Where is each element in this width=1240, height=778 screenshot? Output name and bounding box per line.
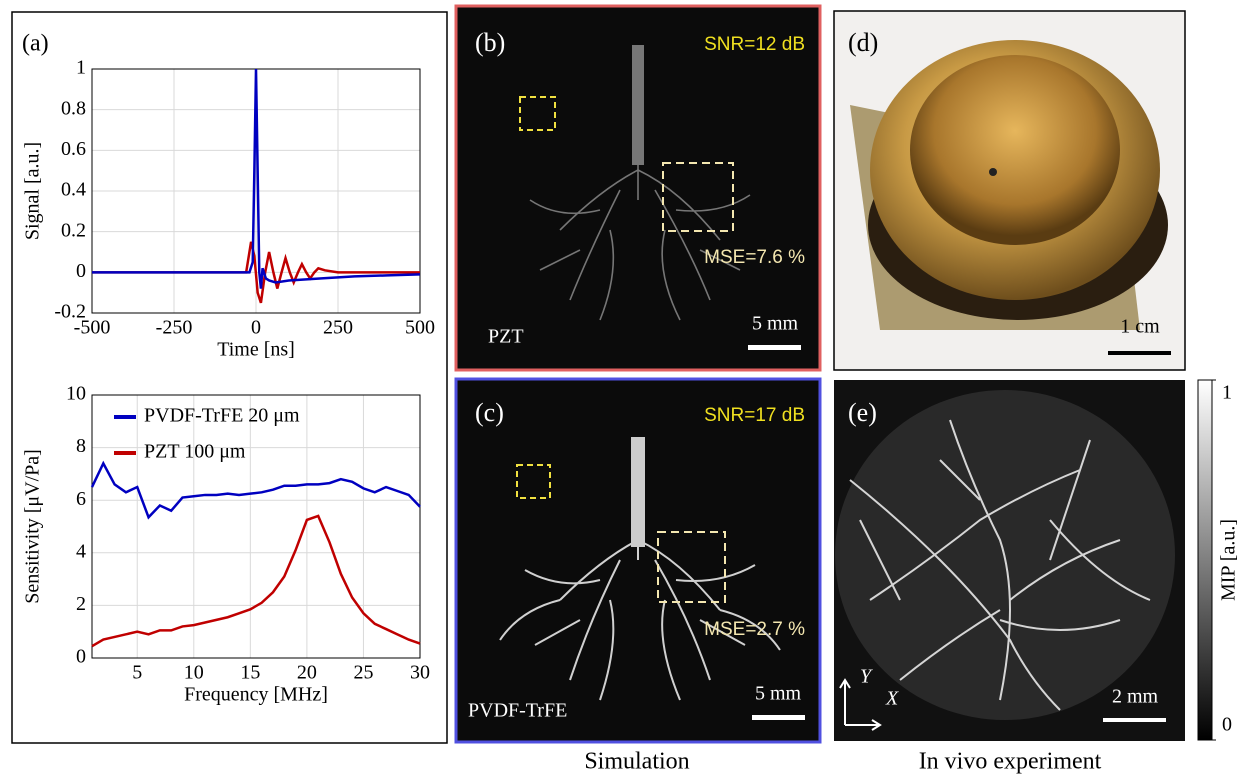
snr-label: SNR=17 dB: [704, 405, 805, 426]
colorbar: [1198, 380, 1212, 740]
x-axis-label: Frequency [MHz]: [184, 684, 328, 706]
image-panel: (c) SNR=17 dB MSE=2.7 % PVDF-TrFE 5 mm: [456, 379, 820, 742]
mse-label: MSE=7.6 %: [704, 247, 805, 268]
caption: Simulation: [584, 749, 689, 775]
y-tick-label: 1: [76, 57, 86, 79]
x-tick-label: 30: [410, 662, 430, 684]
y-axis-label: Sensitivity [μV/Pa]: [22, 449, 44, 604]
y-tick-label: 0: [76, 646, 86, 668]
figure: (a) (b) SNR=12 dB MSE=7.6 % PZT 5 mm (c)…: [0, 0, 1240, 778]
image-panel: (e) 2 mm Y X: [834, 380, 1185, 741]
scale-label: 5 mm: [755, 683, 802, 705]
x-tick-label: -250: [156, 317, 193, 339]
colorbar-tick-label: 1: [1222, 382, 1232, 404]
scale-label: 2 mm: [1112, 686, 1159, 708]
panel-label: (a): [22, 31, 49, 57]
legend-label: PZT 100 μm: [144, 441, 246, 463]
vessel-trunk: [631, 437, 645, 547]
scale-label: 1 cm: [1120, 316, 1160, 338]
y-tick-label: 0: [76, 260, 86, 282]
colorbar-tick-label: 0: [1222, 714, 1232, 736]
x-tick-label: 15: [240, 662, 260, 684]
aperture: [989, 168, 997, 176]
scale-bar: [1108, 351, 1171, 355]
y-tick-label: 0.4: [61, 179, 86, 201]
material-label: PVDF-TrFE: [468, 700, 567, 722]
x-tick-label: -500: [74, 317, 111, 339]
x-tick-label: 0: [251, 317, 261, 339]
x-tick-label: 20: [297, 662, 317, 684]
x-tick-label: 250: [323, 317, 353, 339]
y-tick-label: 4: [76, 540, 86, 562]
x-tick-label: 500: [405, 317, 435, 339]
x-axis-label: Time [ns]: [217, 339, 295, 361]
image-panel: (d) 1 cm: [834, 11, 1185, 370]
axis-label: Y: [860, 666, 873, 688]
mse-label: MSE=2.7 %: [704, 619, 805, 640]
scale-bar: [752, 715, 805, 720]
image-panel: (b) SNR=12 dB MSE=7.6 % PZT 5 mm: [456, 6, 820, 370]
transducer-bowl: [910, 55, 1120, 245]
x-tick-label: 25: [353, 662, 373, 684]
colorbar-label: MIP [a.u.]: [1218, 519, 1240, 601]
scale-label: 5 mm: [752, 313, 799, 335]
y-axis-label: Signal [a.u.]: [22, 142, 44, 240]
axis-label: X: [885, 688, 899, 710]
y-tick-label: 10: [66, 383, 86, 405]
scale-bar: [748, 345, 801, 350]
y-tick-label: 8: [76, 435, 86, 457]
x-tick-label: 10: [184, 662, 204, 684]
x-tick-label: 5: [132, 662, 142, 684]
material-label: PZT: [488, 326, 524, 348]
snr-label: SNR=12 dB: [704, 34, 805, 55]
vessel-trunk: [632, 45, 644, 165]
y-tick-label: 0.2: [61, 219, 86, 241]
scale-bar: [1103, 718, 1166, 722]
y-tick-label: 0.6: [61, 138, 86, 160]
panel-label: (c): [475, 398, 504, 427]
panel-label: (e): [848, 398, 877, 427]
legend-label: PVDF-TrFE 20 μm: [144, 405, 300, 427]
caption: In vivo experiment: [919, 749, 1102, 775]
y-tick-label: 2: [76, 593, 86, 615]
y-tick-label: 0.8: [61, 97, 86, 119]
panel-label: (b): [475, 28, 505, 57]
panel-label: (d): [848, 28, 878, 57]
y-tick-label: 6: [76, 488, 86, 510]
